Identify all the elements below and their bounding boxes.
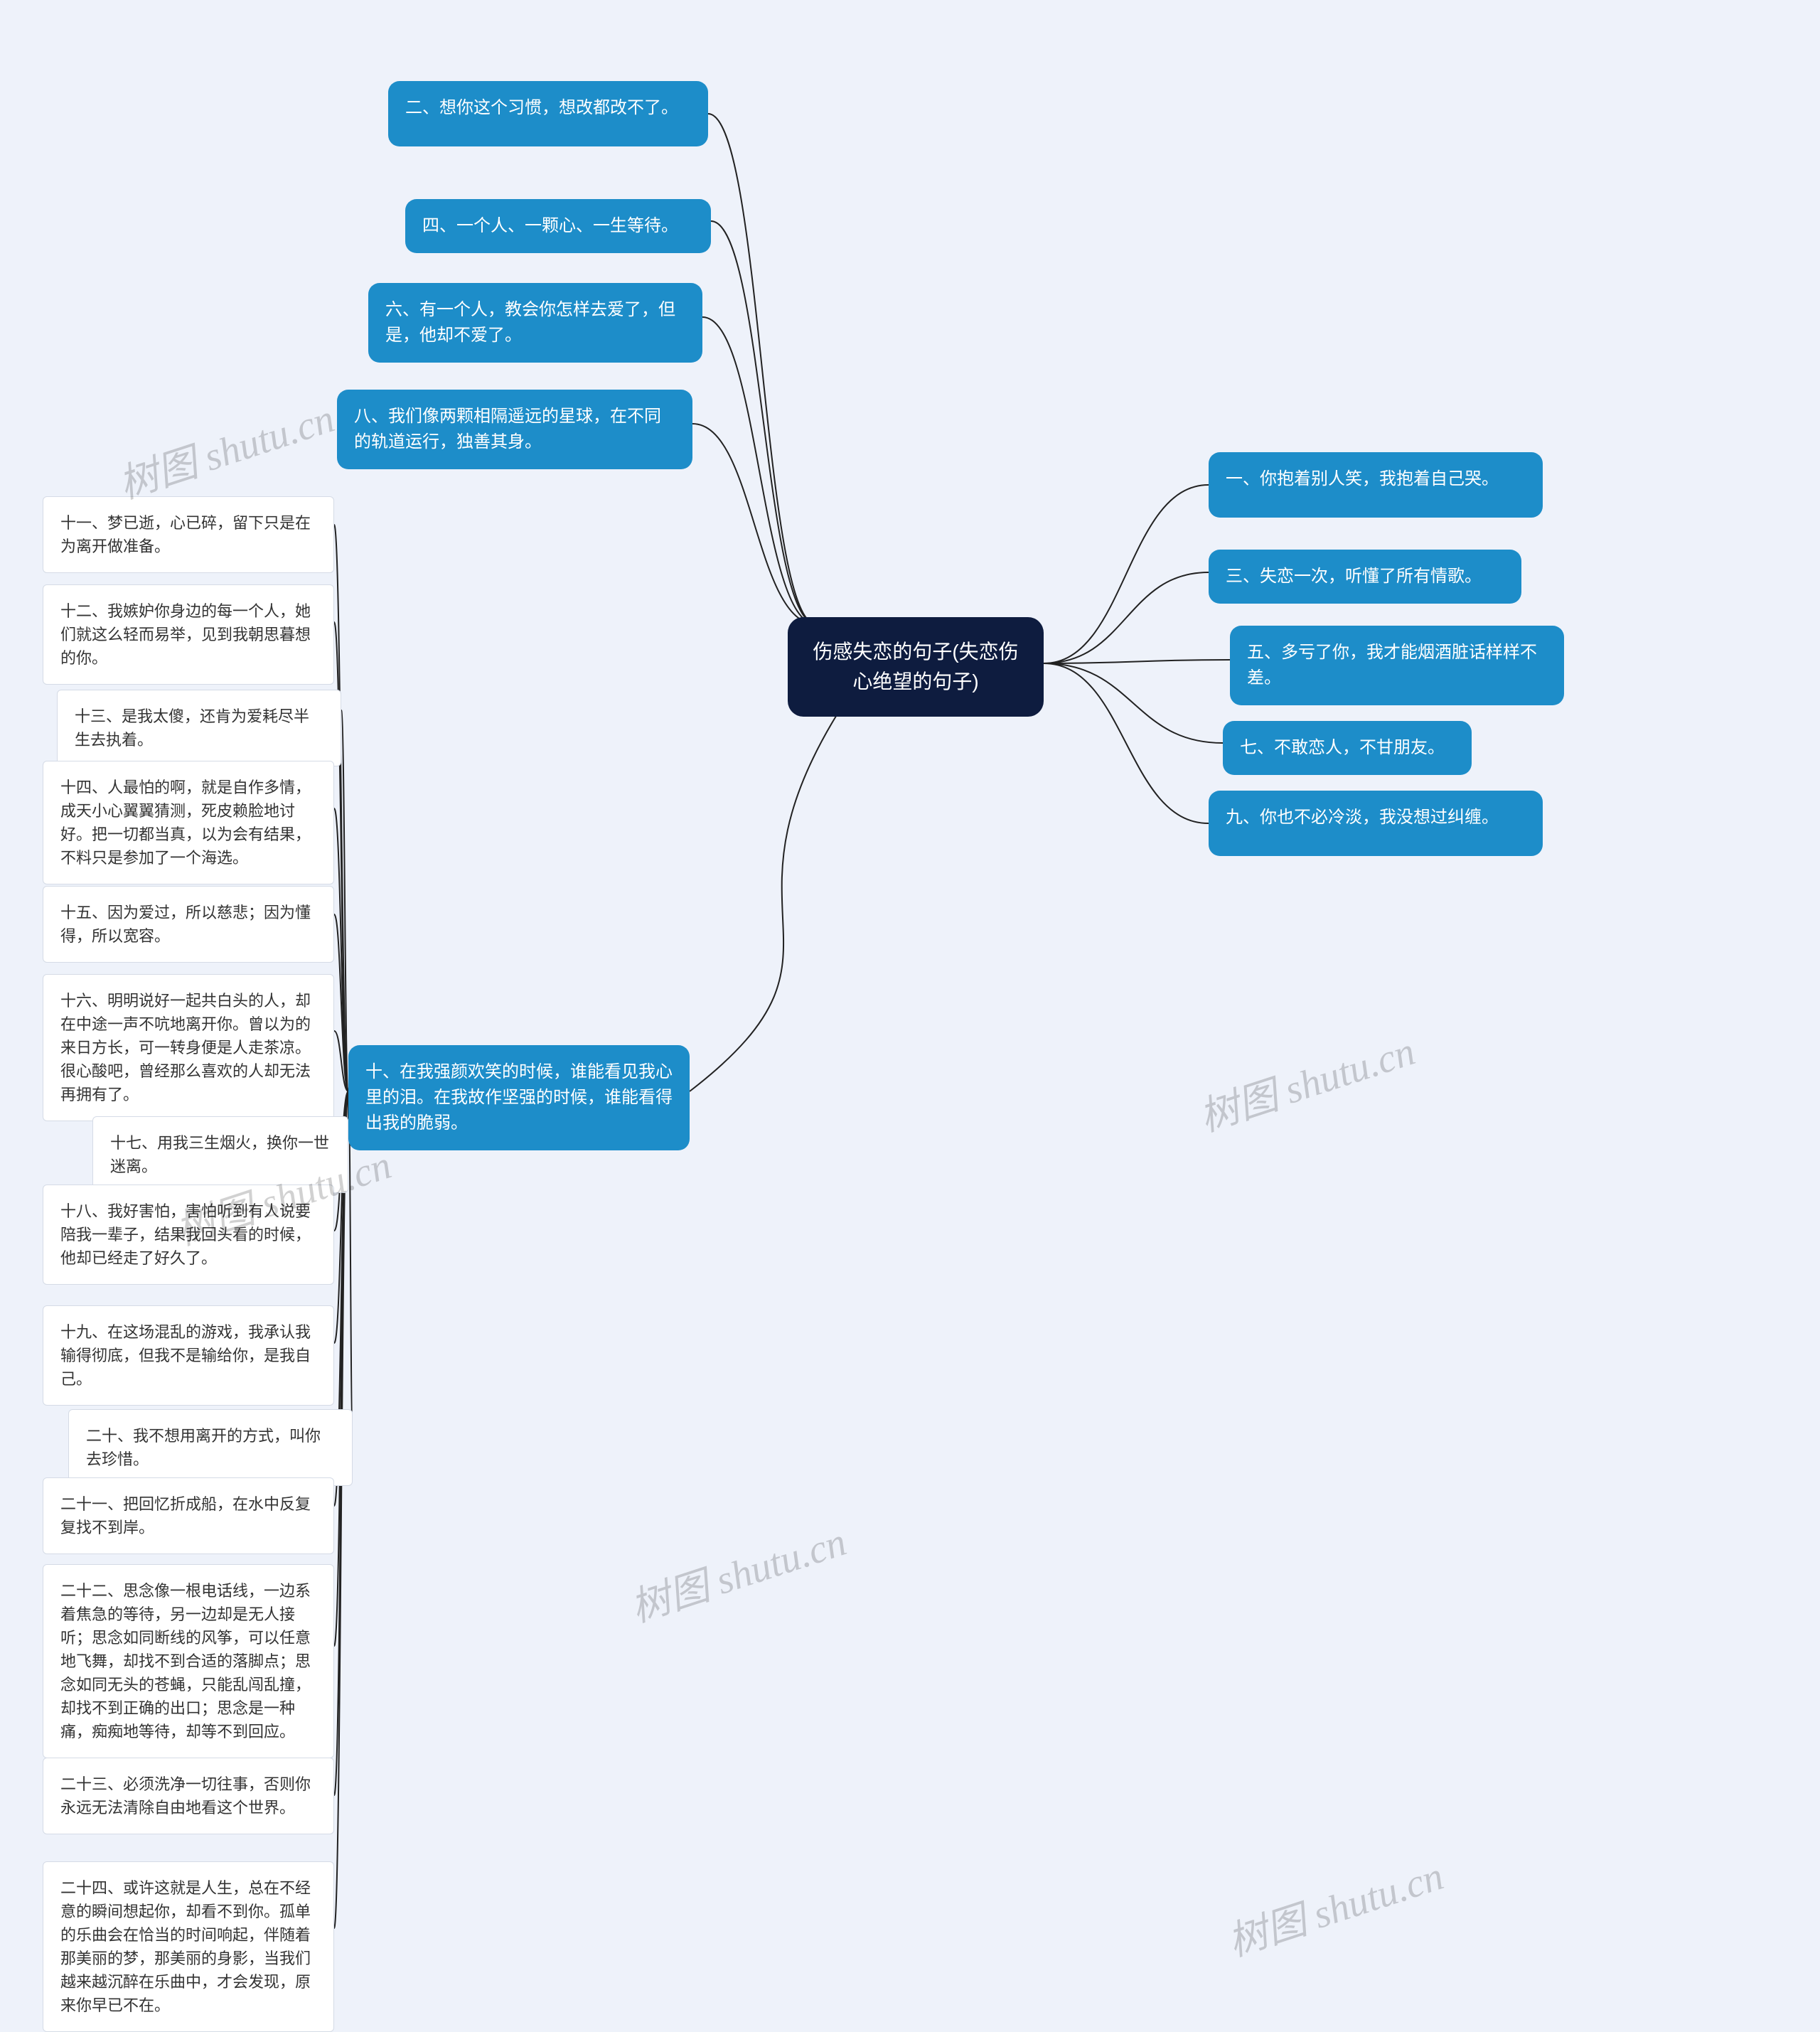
gray-node-g22-label: 二十二、思念像一根电话线，一边系着焦急的等待，另一边却是无人接听；思念如同断线的… [60, 1582, 311, 1740]
edge-root-r5 [1044, 660, 1230, 663]
edge-root-t6 [702, 317, 816, 624]
gray-node-g21: 二十一、把回忆折成船，在水中反复复找不到岸。 [43, 1477, 334, 1554]
top-node-t8: 八、我们像两颗相隔遥远的星球，在不同的轨道运行，独善其身。 [337, 390, 692, 469]
center-node: 伤感失恋的句子(失恋伤心绝望的句子) [788, 617, 1044, 717]
right-node-r7-label: 七、不敢恋人，不甘朋友。 [1240, 738, 1445, 757]
gray-node-g11-label: 十一、梦已逝，心已碎，留下只是在为离开做准备。 [60, 514, 311, 555]
top-node-t4-label: 四、一个人、一颗心、一生等待。 [422, 216, 678, 235]
gray-node-g24: 二十四、或许这就是人生，总在不经意的瞬间想起你，却看不到你。孤单的乐曲会在恰当的… [43, 1861, 334, 2032]
edge-hub-g24 [334, 1091, 348, 1928]
watermark-4: 树图 shutu.cn [1219, 1844, 1450, 1967]
top-node-t6-label: 六、有一个人，教会你怎样去爱了，但是，他却不爱了。 [385, 300, 675, 345]
gray-node-g23: 二十三、必须洗净一切往事，否则你永远无法清除自由地看这个世界。 [43, 1758, 334, 1834]
right-node-r1: 一、你抱着别人笑，我抱着自己哭。 [1209, 452, 1543, 518]
gray-node-g19-label: 十九、在这场混乱的游戏，我承认我输得彻底，但我不是输给你，是我自己。 [60, 1323, 311, 1388]
watermark-3: 树图 shutu.cn [622, 1509, 852, 1633]
gray-node-g16-label: 十六、明明说好一起共白头的人，却在中途一声不吭地离开你。曾以为的来日方长，可一转… [60, 992, 311, 1103]
watermark-1: 树图 shutu.cn [1191, 1019, 1421, 1143]
gray-node-g14: 十四、人最怕的啊，就是自作多情，成天小心翼翼猜测，死皮赖脸地讨好。把一切都当真，… [43, 761, 334, 884]
right-node-r5: 五、多亏了你，我才能烟酒脏话样样不差。 [1230, 626, 1564, 705]
top-node-t2-label: 二、想你这个习惯，想改都改不了。 [405, 98, 678, 117]
edge-hub-g13 [341, 710, 348, 1091]
gray-node-g12: 十二、我嫉妒你身边的每一个人，她们就这么轻而易举，见到我朝思暮想的你。 [43, 584, 334, 685]
gray-node-g16: 十六、明明说好一起共白头的人，却在中途一声不吭地离开你。曾以为的来日方长，可一转… [43, 974, 334, 1121]
center-node-label: 伤感失恋的句子(失恋伤心绝望的句子) [813, 641, 1018, 693]
gray-node-g17-label: 十七、用我三生烟火，换你一世迷离。 [110, 1134, 329, 1175]
hub-node-label: 十、在我强颜欢笑的时候，谁能看见我心里的泪。在我故作坚强的时候，谁能看得出我的脆… [365, 1062, 673, 1133]
watermark-0: 树图 shutu.cn [110, 386, 341, 510]
gray-node-g17: 十七、用我三生烟火，换你一世迷离。 [92, 1116, 348, 1193]
right-node-r3: 三、失恋一次，听懂了所有情歌。 [1209, 550, 1521, 604]
right-node-r7: 七、不敢恋人，不甘朋友。 [1223, 721, 1472, 775]
gray-node-g15-label: 十五、因为爱过，所以慈悲；因为懂得，所以宽容。 [60, 904, 311, 945]
mindmap-canvas: 伤感失恋的句子(失恋伤心绝望的句子) 一、你抱着别人笑，我抱着自己哭。三、失恋一次… [0, 0, 1820, 1979]
edge-root-t4 [711, 221, 816, 624]
gray-node-g12-label: 十二、我嫉妒你身边的每一个人，她们就这么轻而易举，见到我朝思暮想的你。 [60, 602, 311, 667]
gray-node-g20-label: 二十、我不想用离开的方式，叫你去珍惜。 [86, 1427, 321, 1468]
gray-node-g20: 二十、我不想用离开的方式，叫你去珍惜。 [68, 1409, 353, 1486]
gray-node-g19: 十九、在这场混乱的游戏，我承认我输得彻底，但我不是输给你，是我自己。 [43, 1305, 334, 1406]
edge-hub-g16 [334, 1031, 348, 1091]
right-node-r3-label: 三、失恋一次，听懂了所有情歌。 [1226, 567, 1482, 586]
right-node-r1-label: 一、你抱着别人笑，我抱着自己哭。 [1226, 469, 1499, 488]
edge-root-hub [690, 702, 845, 1091]
edge-root-r7 [1044, 663, 1223, 743]
gray-node-g21-label: 二十一、把回忆折成船，在水中反复复找不到岸。 [60, 1495, 311, 1536]
edge-hub-g11 [334, 525, 348, 1091]
gray-node-g22: 二十二、思念像一根电话线，一边系着焦急的等待，另一边却是无人接听；思念如同断线的… [43, 1564, 334, 1758]
gray-node-g23-label: 二十三、必须洗净一切往事，否则你永远无法清除自由地看这个世界。 [60, 1775, 311, 1817]
gray-node-g18: 十八、我好害怕，害怕听到有人说要陪我一辈子，结果我回头看的时候，他却已经走了好久… [43, 1185, 334, 1285]
edge-root-r3 [1044, 572, 1209, 663]
edge-root-t2 [708, 114, 816, 624]
right-node-r9-label: 九、你也不必冷淡，我没想过纠缠。 [1226, 808, 1499, 827]
gray-node-g18-label: 十八、我好害怕，害怕听到有人说要陪我一辈子，结果我回头看的时候，他却已经走了好久… [60, 1202, 311, 1267]
edge-root-t8 [692, 424, 816, 624]
right-node-r5-label: 五、多亏了你，我才能烟酒脏话样样不差。 [1247, 643, 1537, 688]
hub-node: 十、在我强颜欢笑的时候，谁能看见我心里的泪。在我故作坚强的时候，谁能看得出我的脆… [348, 1045, 690, 1150]
gray-node-g13: 十三、是我太傻，还肯为爱耗尽半生去执着。 [57, 690, 341, 766]
edge-root-r9 [1044, 663, 1209, 823]
gray-node-g14-label: 十四、人最怕的啊，就是自作多情，成天小心翼翼猜测，死皮赖脸地讨好。把一切都当真，… [60, 779, 311, 867]
gray-node-g24-label: 二十四、或许这就是人生，总在不经意的瞬间想起你，却看不到你。孤单的乐曲会在恰当的… [60, 1879, 311, 2014]
top-node-t6: 六、有一个人，教会你怎样去爱了，但是，他却不爱了。 [368, 283, 702, 363]
edge-hub-g14 [334, 808, 348, 1091]
top-node-t8-label: 八、我们像两颗相隔遥远的星球，在不同的轨道运行，独善其身。 [354, 407, 661, 451]
gray-node-g11: 十一、梦已逝，心已碎，留下只是在为离开做准备。 [43, 496, 334, 573]
top-node-t4: 四、一个人、一颗心、一生等待。 [405, 199, 711, 253]
gray-node-g15: 十五、因为爱过，所以慈悲；因为懂得，所以宽容。 [43, 886, 334, 963]
edge-root-r1 [1044, 485, 1209, 663]
gray-node-g13-label: 十三、是我太傻，还肯为爱耗尽半生去执着。 [75, 707, 309, 749]
top-node-t2: 二、想你这个习惯，想改都改不了。 [388, 81, 708, 146]
edge-hub-g15 [334, 914, 348, 1091]
right-node-r9: 九、你也不必冷淡，我没想过纠缠。 [1209, 791, 1543, 856]
